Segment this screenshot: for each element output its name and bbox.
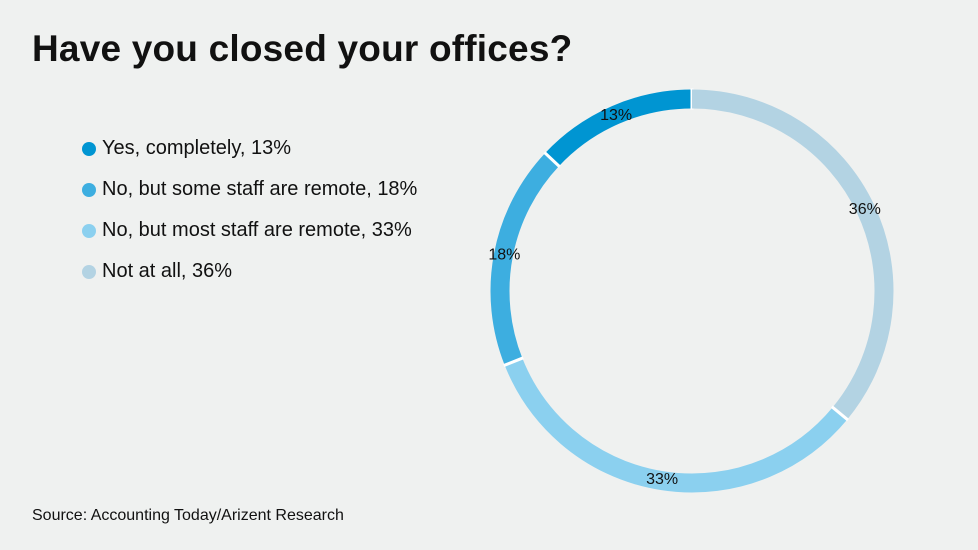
slice-separator <box>503 356 524 367</box>
legend-swatch <box>82 182 96 197</box>
legend: Yes, completely, 13% No, but some staff … <box>82 128 417 292</box>
chart-title: Have you closed your offices? <box>32 28 573 69</box>
legend-swatch <box>82 264 96 279</box>
donut-slice-3 <box>504 358 848 493</box>
data-label-2: 18% <box>488 247 520 264</box>
legend-label: Yes, completely, 13% <box>102 137 291 159</box>
slice-separator <box>543 151 561 168</box>
slice-separator <box>830 405 849 422</box>
legend-label: Not at all, 36% <box>102 260 233 282</box>
donut-slice-2 <box>490 153 560 366</box>
donut-slice-4 <box>691 89 894 420</box>
legend-item: No, but most staff are remote, 33% <box>82 210 417 251</box>
source-note: Source: Accounting Today/Arizent Researc… <box>32 507 344 524</box>
legend-label: No, but most staff are remote, 33% <box>102 219 412 241</box>
data-label-1: 13% <box>600 107 632 124</box>
data-label-4: 36% <box>849 201 881 218</box>
donut-slice-1 <box>545 89 693 167</box>
data-label-3: 33% <box>646 471 678 488</box>
legend-label: No, but some staff are remote, 18% <box>102 178 418 200</box>
legend-swatch <box>82 141 96 156</box>
legend-swatch <box>82 223 96 238</box>
legend-item: Yes, completely, 13% <box>82 128 417 169</box>
legend-item: No, but some staff are remote, 18% <box>82 169 417 210</box>
legend-item: Not at all, 36% <box>82 251 417 292</box>
